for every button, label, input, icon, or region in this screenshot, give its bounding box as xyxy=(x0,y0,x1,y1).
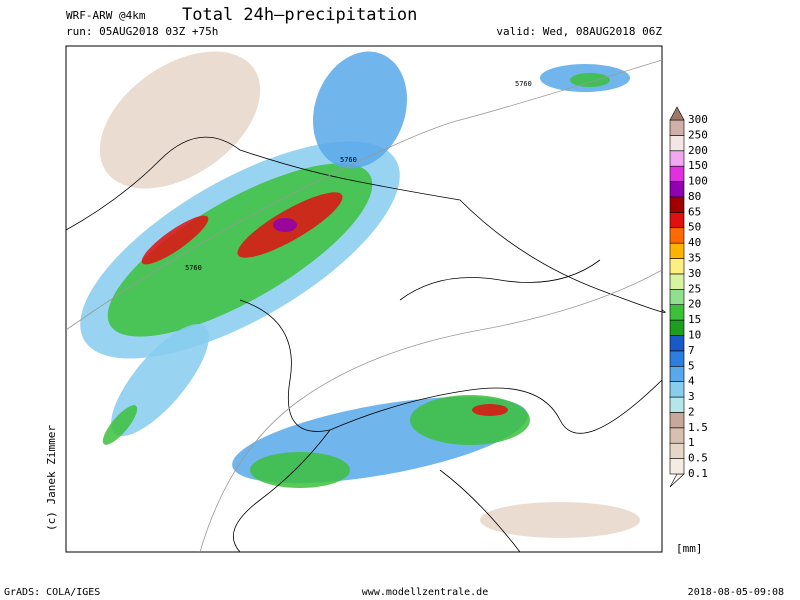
legend-swatch xyxy=(669,150,685,167)
legend-swatch xyxy=(669,396,685,413)
legend-label: 40 xyxy=(688,236,701,249)
map-area: 5760 5760 5760 xyxy=(65,45,666,553)
legend-swatch xyxy=(669,412,685,429)
contour-label: 5760 xyxy=(340,156,357,164)
legend-label: 100 xyxy=(688,175,708,188)
footer-right: 2018-08-05-09:08 xyxy=(688,587,784,598)
legend-swatch xyxy=(669,119,685,136)
legend-swatch xyxy=(669,135,685,152)
legend-label: 10 xyxy=(688,328,701,341)
legend-swatch xyxy=(669,458,685,475)
legend-label: 1 xyxy=(688,436,695,449)
legend-swatch xyxy=(669,242,685,259)
legend-swatch xyxy=(669,227,685,244)
footer-center: www.modellzentrale.de xyxy=(362,587,488,598)
legend-swatch xyxy=(669,427,685,444)
legend-label: 2 xyxy=(688,405,695,418)
legend-label: 150 xyxy=(688,159,708,172)
legend-label: 4 xyxy=(688,375,695,388)
legend-swatch xyxy=(669,365,685,382)
borders xyxy=(65,136,666,553)
legend-swatch xyxy=(669,165,685,182)
legend-label: 5 xyxy=(688,359,695,372)
contour-label: 5760 xyxy=(515,80,532,88)
legend-label: 35 xyxy=(688,252,701,265)
legend-unit: [mm] xyxy=(676,542,703,555)
legend-swatch xyxy=(669,196,685,213)
credit: (c) Janek Zimmer xyxy=(45,425,58,531)
map-title: Total 24h–precipitation xyxy=(182,5,417,25)
legend-swatch xyxy=(669,289,685,305)
legend-label: 3 xyxy=(688,390,695,403)
legend-swatch xyxy=(669,273,685,290)
legend-swatch xyxy=(669,442,685,459)
legend-label: 25 xyxy=(688,282,701,295)
footer-left: GrADS: COLA/IGES xyxy=(4,587,100,598)
legend-label: 200 xyxy=(688,144,708,157)
legend-swatch xyxy=(669,181,685,198)
legend-swatch xyxy=(669,304,685,321)
legend-swatch xyxy=(669,335,685,352)
legend-label: 80 xyxy=(688,190,701,203)
legend-label: 1.5 xyxy=(688,421,708,434)
legend-swatch xyxy=(669,350,685,367)
legend-label: 65 xyxy=(688,205,701,218)
legend-label: 50 xyxy=(688,221,701,234)
precip-field xyxy=(80,51,640,538)
color-legend: 0.1 0.5 1 1.5 2 3 4 5 7 10 15 20 25 30 35 40 50 65 80 100 15… xyxy=(669,106,708,488)
legend-swatch xyxy=(669,212,685,229)
run-info: run: 05AUG2018 03Z +75h xyxy=(66,25,218,38)
valid-info: valid: Wed, 08AUG2018 06Z xyxy=(496,25,662,38)
legend-swatch xyxy=(669,319,685,336)
legend-label: 300 xyxy=(688,113,708,126)
model-name: WRF-ARW @4km xyxy=(66,9,146,22)
contour-label: 5760 xyxy=(185,264,202,272)
legend-swatch xyxy=(669,258,685,275)
legend-label: 0.1 xyxy=(688,467,708,480)
legend-label: 20 xyxy=(688,298,701,311)
legend-swatch xyxy=(669,381,685,398)
contours xyxy=(65,59,663,553)
legend-label: 0.5 xyxy=(688,452,708,465)
legend-label: 250 xyxy=(688,128,708,141)
legend-high-triangle xyxy=(669,106,685,121)
legend-label: 30 xyxy=(688,267,701,280)
legend-label: 7 xyxy=(688,344,695,357)
legend-label: 15 xyxy=(688,313,701,326)
